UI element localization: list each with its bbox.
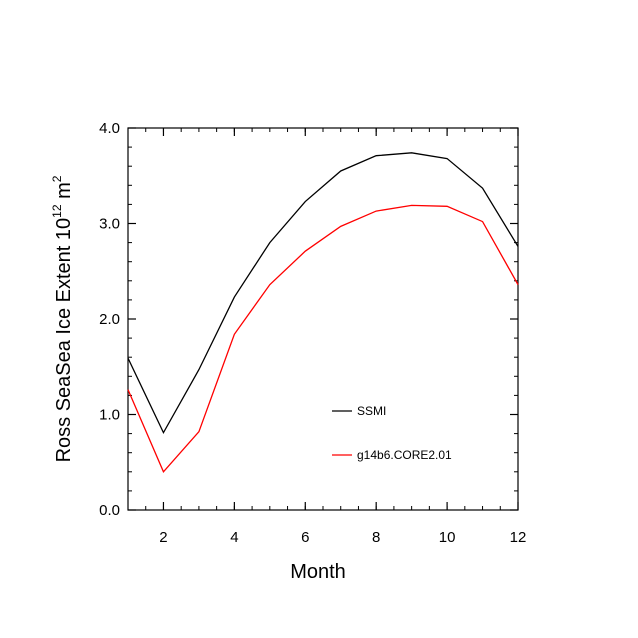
x-tick-label: 10 bbox=[439, 529, 456, 546]
series-lines bbox=[127, 152, 519, 473]
legend: SSMI g14b6.CORE2.01 bbox=[332, 404, 452, 462]
x-tick-label: 2 bbox=[159, 529, 167, 546]
y-tick-labels: 0.0 1.0 2.0 3.0 4.0 bbox=[99, 120, 120, 519]
y-tick-label: 1.0 bbox=[99, 407, 120, 424]
x-tick-label: 12 bbox=[510, 529, 527, 546]
y-tick-label: 3.0 bbox=[99, 216, 120, 233]
y-axis-label-prefix: Ross SeaSea Ice Extent 10 bbox=[53, 218, 75, 463]
y-tick-label: 2.0 bbox=[99, 311, 120, 328]
series-line-model bbox=[127, 204, 519, 473]
minor-ticks bbox=[127, 127, 519, 511]
x-tick-labels: 2 4 6 8 10 12 bbox=[159, 529, 526, 546]
y-axis-label-exponent-2: 2 bbox=[50, 175, 64, 182]
plot-frame bbox=[127, 127, 519, 511]
x-tick-label: 6 bbox=[301, 529, 309, 546]
legend-label-ssmi: SSMI bbox=[357, 404, 386, 418]
y-axis-label-unit: m bbox=[53, 182, 75, 204]
y-axis-label: Ross SeaSea Ice Extent 1012 m2 bbox=[50, 175, 75, 462]
y-axis-label-exponent-1: 12 bbox=[50, 204, 64, 218]
major-ticks bbox=[128, 127, 519, 511]
y-tick-label: 4.0 bbox=[99, 120, 120, 137]
x-axis-label: Month bbox=[290, 561, 346, 583]
x-tick-label: 4 bbox=[230, 529, 238, 546]
legend-label-model: g14b6.CORE2.01 bbox=[357, 448, 452, 462]
series-line-ssmi bbox=[127, 152, 519, 435]
y-tick-label: 0.0 bbox=[99, 502, 120, 519]
x-tick-label: 8 bbox=[372, 529, 380, 546]
